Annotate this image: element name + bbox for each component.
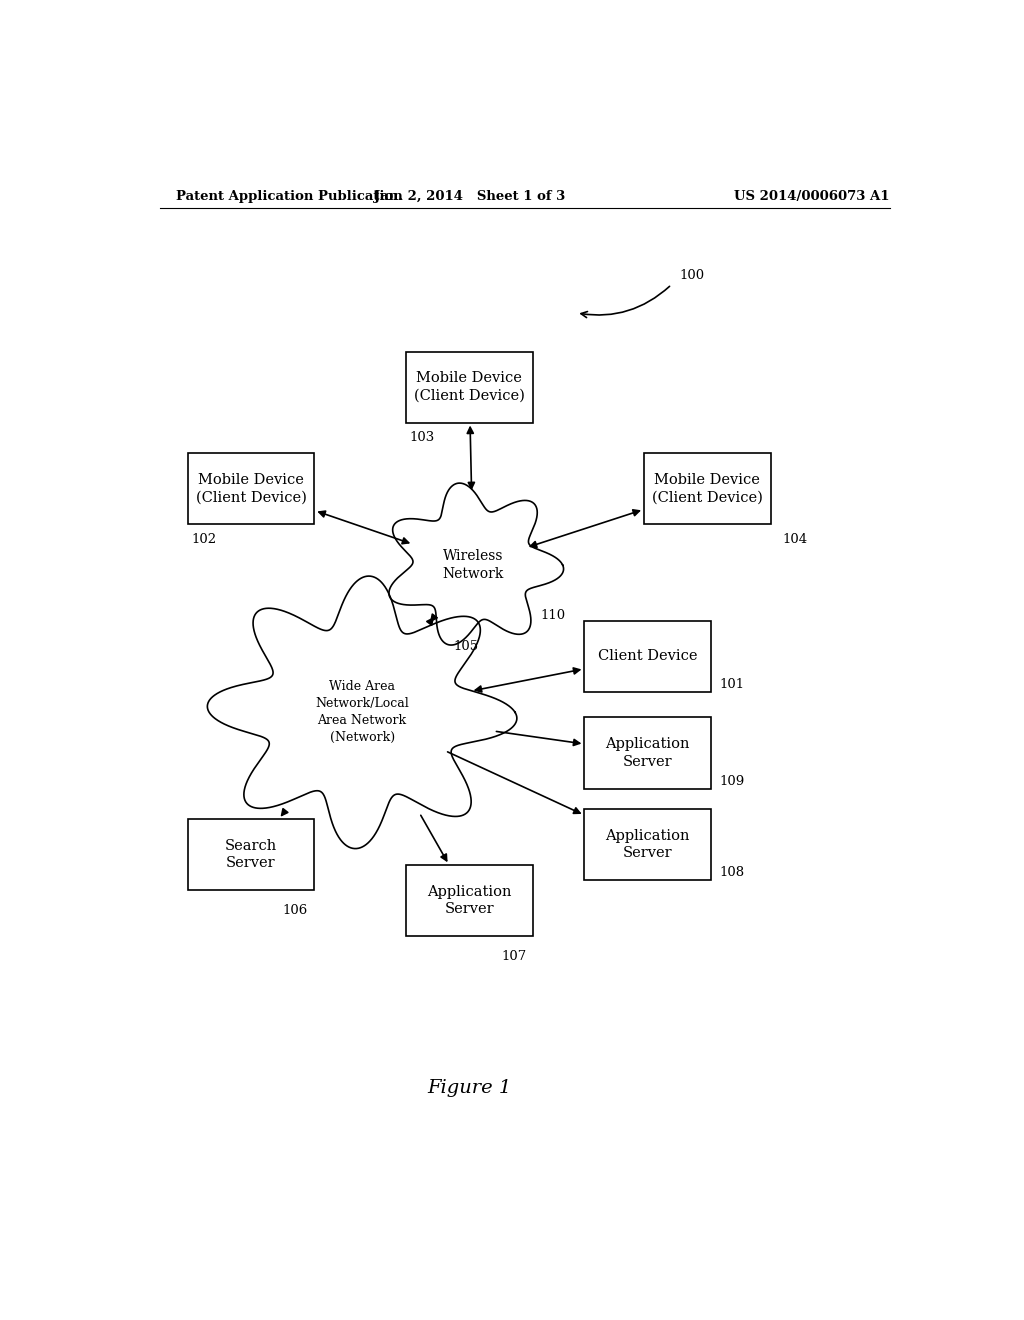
Polygon shape	[389, 483, 563, 645]
Text: Mobile Device
(Client Device): Mobile Device (Client Device)	[652, 473, 763, 504]
Text: 108: 108	[719, 866, 744, 879]
Text: Wireless
Network: Wireless Network	[442, 549, 504, 581]
Text: 105: 105	[454, 640, 478, 653]
FancyBboxPatch shape	[406, 865, 532, 936]
FancyBboxPatch shape	[187, 818, 314, 890]
Text: Application
Server: Application Server	[605, 738, 690, 768]
FancyBboxPatch shape	[585, 620, 712, 692]
Text: 109: 109	[719, 775, 744, 788]
FancyBboxPatch shape	[406, 351, 532, 422]
Text: 102: 102	[191, 533, 217, 546]
Text: 106: 106	[283, 904, 308, 917]
FancyBboxPatch shape	[644, 453, 771, 524]
FancyBboxPatch shape	[187, 453, 314, 524]
Text: Search
Server: Search Server	[225, 840, 278, 870]
Text: Client Device: Client Device	[598, 649, 697, 664]
Text: 110: 110	[541, 610, 566, 622]
Text: Mobile Device
(Client Device): Mobile Device (Client Device)	[196, 473, 306, 504]
Text: 103: 103	[410, 432, 435, 445]
Text: Jan. 2, 2014   Sheet 1 of 3: Jan. 2, 2014 Sheet 1 of 3	[374, 190, 565, 202]
FancyBboxPatch shape	[585, 718, 712, 788]
Text: 104: 104	[782, 533, 808, 546]
Text: Figure 1: Figure 1	[427, 1080, 511, 1097]
Text: 101: 101	[719, 678, 744, 692]
Text: Patent Application Publication: Patent Application Publication	[176, 190, 402, 202]
Text: Wide Area
Network/Local
Area Network
(Network): Wide Area Network/Local Area Network (Ne…	[315, 680, 409, 744]
Polygon shape	[208, 576, 517, 849]
Text: US 2014/0006073 A1: US 2014/0006073 A1	[734, 190, 890, 202]
Text: Application
Server: Application Server	[427, 884, 512, 916]
Text: 107: 107	[501, 950, 526, 962]
FancyBboxPatch shape	[585, 809, 712, 880]
Text: 100: 100	[680, 269, 705, 281]
Text: Mobile Device
(Client Device): Mobile Device (Client Device)	[414, 371, 524, 403]
Text: Application
Server: Application Server	[605, 829, 690, 861]
